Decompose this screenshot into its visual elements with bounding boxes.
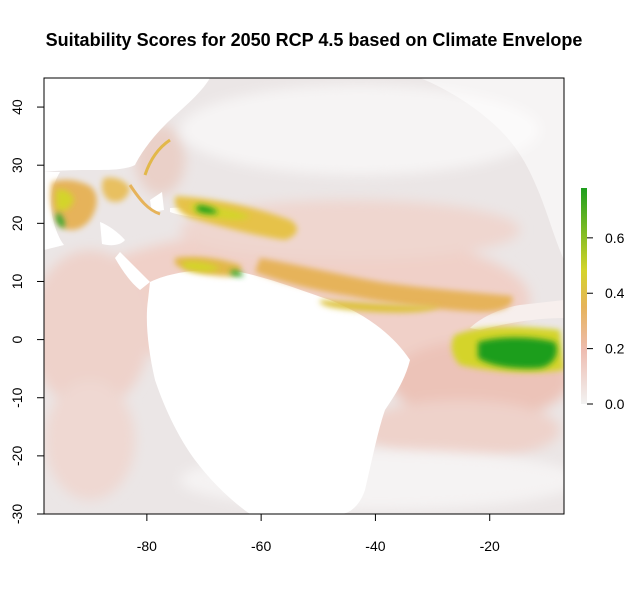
legend-tick-label: 0.0 <box>605 396 625 412</box>
map-title: Suitability Scores for 2050 RCP 4.5 base… <box>45 30 583 50</box>
south-america-land <box>146 270 410 514</box>
y-tick-label: -30 <box>9 504 25 524</box>
atlantic-band <box>255 258 513 312</box>
legend-colorbar <box>581 188 587 404</box>
legend-tick-label: 0.4 <box>605 285 625 301</box>
y-tick-label: 20 <box>9 215 25 231</box>
y-tick-label: 30 <box>9 157 25 173</box>
y-tick-label: 40 <box>9 99 25 115</box>
north-america-land <box>44 78 210 172</box>
legend-tick-label: 0.6 <box>605 230 625 246</box>
y-tick-label: 0 <box>9 335 25 343</box>
x-tick-label: -60 <box>251 538 271 554</box>
legend-tick-label: 0.2 <box>605 341 625 357</box>
color-legend: 0.0 0.2 0.4 0.6 <box>581 188 625 412</box>
y-tick-label: -20 <box>9 446 25 466</box>
x-tick-label: -40 <box>365 538 385 554</box>
x-tick-label: -20 <box>480 538 500 554</box>
y-axis: -30 -20 -10 0 10 20 30 40 <box>9 99 44 524</box>
x-tick-label: -80 <box>137 538 157 554</box>
y-tick-label: -10 <box>9 387 25 407</box>
map-raster <box>44 78 564 514</box>
plot-frame <box>43 77 565 515</box>
y-tick-label: 10 <box>9 273 25 289</box>
x-axis: -80 -60 -40 -20 <box>137 514 500 554</box>
